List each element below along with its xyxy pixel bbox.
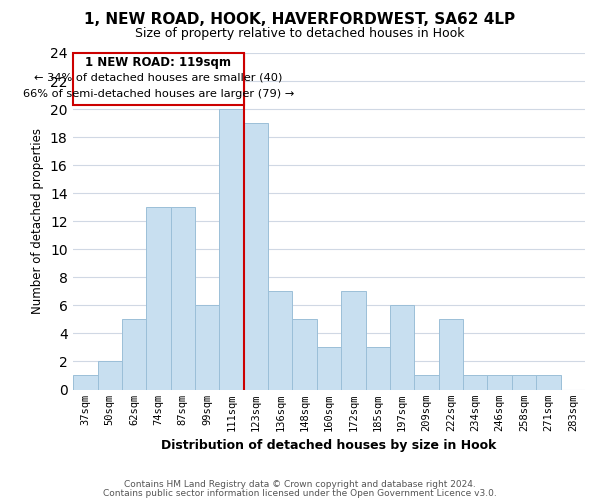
Bar (73, 376, 97, 390)
Text: Contains public sector information licensed under the Open Government Licence v3: Contains public sector information licen… (103, 490, 497, 498)
Bar (122, 320, 146, 390)
Bar (512, 376, 536, 390)
Bar (195, 306, 220, 390)
Bar (365, 348, 390, 390)
Text: Size of property relative to detached houses in Hook: Size of property relative to detached ho… (135, 28, 465, 40)
Bar (536, 376, 560, 390)
Bar (341, 292, 365, 390)
Bar (170, 207, 195, 390)
Bar (317, 348, 341, 390)
Text: ← 34% of detached houses are smaller (40): ← 34% of detached houses are smaller (40… (34, 72, 283, 83)
Bar (268, 292, 292, 390)
X-axis label: Distribution of detached houses by size in Hook: Distribution of detached houses by size … (161, 440, 497, 452)
Y-axis label: Number of detached properties: Number of detached properties (31, 128, 44, 314)
Bar (146, 207, 170, 390)
Bar (463, 376, 487, 390)
Bar (292, 320, 317, 390)
Bar (415, 376, 439, 390)
Bar (487, 376, 512, 390)
Text: 66% of semi-detached houses are larger (79) →: 66% of semi-detached houses are larger (… (23, 88, 294, 99)
Bar (439, 320, 463, 390)
Bar (244, 123, 268, 390)
Text: 1, NEW ROAD, HOOK, HAVERFORDWEST, SA62 4LP: 1, NEW ROAD, HOOK, HAVERFORDWEST, SA62 4… (85, 12, 515, 28)
Text: Contains HM Land Registry data © Crown copyright and database right 2024.: Contains HM Land Registry data © Crown c… (124, 480, 476, 489)
Bar (390, 306, 415, 390)
Bar (97, 362, 122, 390)
Text: 1 NEW ROAD: 119sqm: 1 NEW ROAD: 119sqm (85, 56, 232, 68)
Bar (220, 109, 244, 390)
FancyBboxPatch shape (73, 53, 244, 105)
